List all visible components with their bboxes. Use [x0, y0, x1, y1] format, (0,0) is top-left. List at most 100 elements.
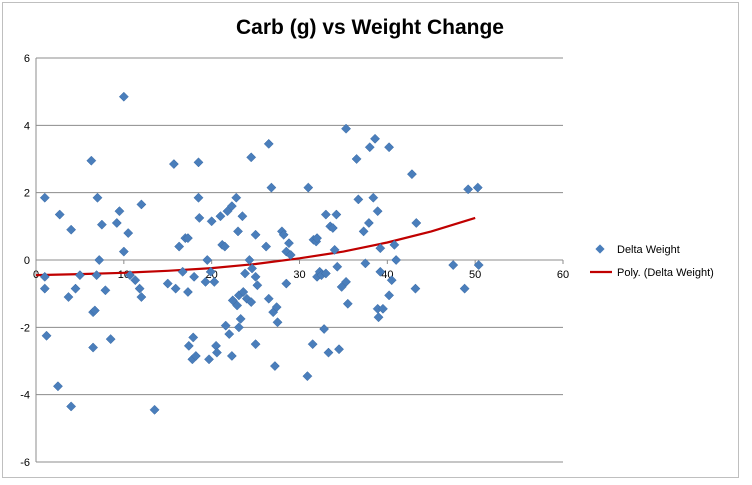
data-point [66, 401, 77, 412]
legend-label-delta-weight: Delta Weight [617, 244, 680, 256]
data-point [177, 266, 188, 277]
data-point [114, 206, 125, 217]
data-point [39, 192, 50, 203]
data-point [410, 283, 421, 294]
data-point [252, 280, 263, 291]
data-point [360, 258, 371, 269]
data-point [92, 192, 103, 203]
data-point [341, 276, 352, 287]
data-point [193, 157, 204, 168]
data-point [202, 255, 213, 265]
data-point [204, 354, 214, 365]
data-point [86, 155, 97, 166]
data-point [363, 218, 374, 228]
data-point [263, 138, 274, 149]
data-point [96, 219, 107, 230]
data-point [364, 142, 375, 153]
data-point [327, 223, 338, 233]
data-point [247, 263, 258, 274]
data-point [341, 123, 352, 134]
data-point [174, 241, 185, 252]
data-point [74, 270, 85, 281]
data-point [384, 290, 395, 301]
data-point [136, 199, 147, 210]
data-point [303, 182, 314, 193]
data-point [226, 201, 237, 212]
data-point [241, 293, 252, 304]
data-point [320, 268, 331, 279]
data-point [472, 182, 483, 193]
chart-title: Carb (g) vs Weight Change [236, 16, 504, 39]
y-tick-label: 2 [24, 188, 30, 200]
data-point [331, 209, 342, 220]
data-point [205, 266, 216, 277]
data-point [373, 312, 384, 323]
data-point [226, 350, 237, 361]
data-point [170, 283, 181, 294]
data-point [215, 211, 226, 222]
data-point [168, 159, 179, 170]
data-point [134, 283, 145, 294]
y-tick-label: 6 [24, 53, 30, 65]
data-point [463, 184, 474, 195]
data-point [266, 182, 277, 193]
data-point [411, 218, 422, 228]
data-point [183, 340, 194, 351]
data-point [386, 275, 397, 286]
data-point [91, 270, 102, 281]
y-tick-label: 0 [24, 255, 30, 267]
data-point [118, 91, 129, 102]
data-point [406, 169, 417, 180]
data-point [39, 283, 50, 294]
data-point [111, 218, 122, 228]
gridlines [36, 57, 563, 463]
data-point [244, 255, 255, 265]
data-point [246, 297, 257, 308]
data-point [232, 300, 243, 311]
data-point [188, 332, 199, 343]
data-point [269, 361, 280, 372]
legend-marker-delta-weight [595, 244, 605, 254]
data-point [384, 142, 395, 153]
data-point [312, 233, 323, 244]
data-point [89, 305, 100, 316]
data-point [125, 270, 135, 281]
data-point [136, 292, 147, 302]
data-point [353, 194, 364, 205]
data-point [250, 229, 261, 240]
data-point [123, 228, 134, 239]
y-tick-label: -6 [20, 457, 30, 469]
data-point [342, 298, 353, 309]
data-point [206, 216, 217, 227]
trendline [35, 216, 476, 277]
data-point [105, 334, 116, 345]
data-points [39, 91, 484, 415]
data-point [53, 381, 63, 392]
data-point [238, 287, 249, 297]
data-point [233, 322, 244, 333]
y-tick-label: -4 [20, 390, 30, 402]
data-point [246, 152, 257, 163]
data-point [66, 224, 77, 235]
data-point [240, 268, 250, 279]
data-point [224, 329, 235, 340]
data-point [211, 347, 222, 358]
x-tick-label: 30 [293, 269, 305, 281]
data-point [250, 271, 261, 282]
data-point [209, 276, 220, 287]
data-point [63, 292, 74, 302]
data-point [459, 283, 470, 294]
data-point [41, 330, 52, 341]
data-point [334, 344, 344, 355]
data-point [94, 255, 105, 265]
x-tick-label: 50 [469, 269, 481, 281]
legend-label-trendline: Poly. (Delta Weight) [617, 267, 714, 279]
trendline-layer [35, 216, 476, 277]
data-point [219, 241, 230, 252]
data-point [233, 226, 243, 237]
data-point [319, 324, 330, 334]
data-point [375, 243, 386, 254]
data-point [302, 371, 313, 382]
data-point [149, 404, 160, 415]
data-point [118, 246, 129, 257]
